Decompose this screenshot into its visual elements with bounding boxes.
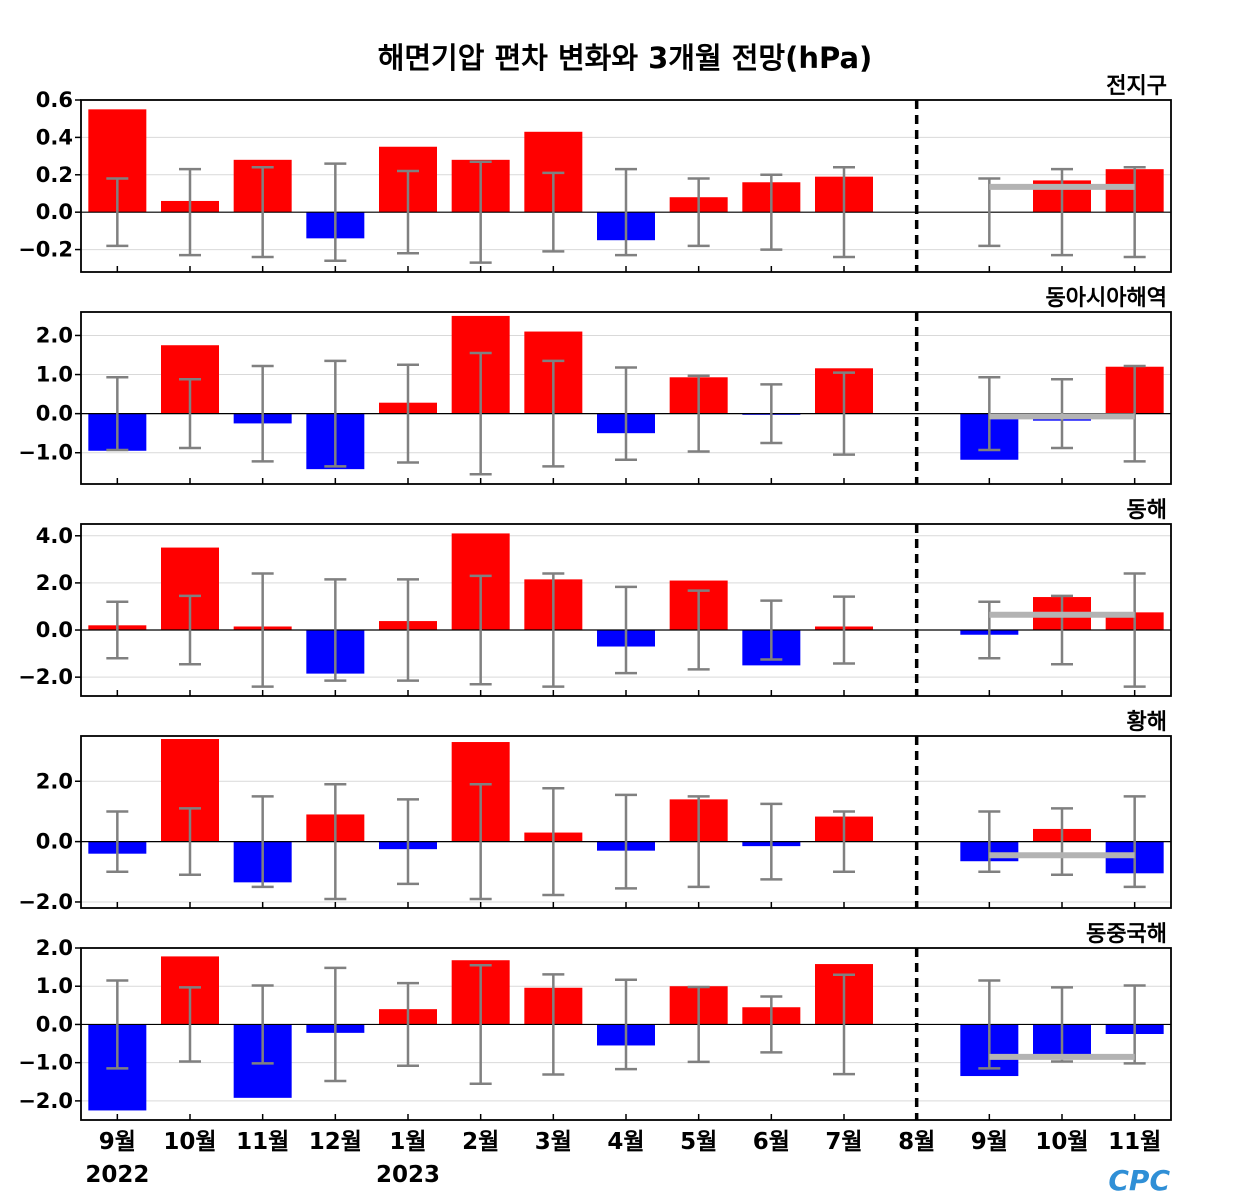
y-tick-label: −1.0 <box>18 1051 73 1075</box>
x-tick-label: 3월 <box>535 1129 572 1155</box>
y-tick-label: 0.6 <box>36 88 73 112</box>
panel-4: 황해 −2.0 0.0 2.0 <box>18 710 1172 914</box>
x-tick-label: 1월 <box>389 1129 426 1155</box>
y-tick-label: 1.0 <box>36 974 73 998</box>
y-tick-label: 0.0 <box>36 402 73 426</box>
x-tick-label: 10월 <box>163 1129 216 1155</box>
panel-frame <box>80 947 1172 1121</box>
y-tick-label: 2.0 <box>36 936 73 960</box>
panel-frame <box>80 99 1172 273</box>
y-tick-label: 2.0 <box>36 769 73 793</box>
panel-title: 동중국해 <box>1086 922 1167 947</box>
x-tick-label: 9월 <box>971 1129 1008 1155</box>
panel-frame <box>80 311 1172 485</box>
y-tick-label: 0.0 <box>36 830 73 854</box>
y-tick-label: −1.0 <box>18 441 73 465</box>
year-label: 2023 <box>376 1162 440 1188</box>
panel-title: 동아시아해역 <box>1046 286 1167 311</box>
x-tick-label: 10월 <box>1035 1129 1088 1155</box>
y-tick-label: 4.0 <box>36 524 73 548</box>
panel-5: 동중국해 −2.0 −1.0 0.0 1.0 2.0 <box>18 922 1172 1121</box>
y-tick-label: −0.2 <box>18 238 73 262</box>
panel-title: 전지구 <box>1106 74 1167 99</box>
x-tick-label: 2월 <box>462 1129 499 1155</box>
cpc-logo: CPC <box>1108 1164 1170 1197</box>
y-tick-label: 0.0 <box>36 200 73 224</box>
chart-title: 해면기압 편차 변화와 3개월 전망(hPa) <box>378 41 873 75</box>
x-tick-label: 7월 <box>825 1129 862 1155</box>
x-tick-label: 6월 <box>753 1129 790 1155</box>
y-tick-label: 1.0 <box>36 363 73 387</box>
x-tick-label: 9월 <box>99 1129 136 1155</box>
x-tick-label: 8월 <box>898 1129 935 1155</box>
y-tick-label: −2.0 <box>18 1089 73 1113</box>
x-tick-label: 11월 <box>236 1129 289 1155</box>
x-tick-label: 4월 <box>607 1129 644 1155</box>
panels-group: 전지구−0.20.00.20.40.6동아시아해역−1.00.01.02.0동해… <box>18 74 1172 1121</box>
y-tick-label: 0.4 <box>36 125 73 149</box>
panel-title: 황해 <box>1127 710 1167 735</box>
x-tick-label: 11월 <box>1108 1129 1161 1155</box>
y-tick-label: −2.0 <box>18 665 73 689</box>
panel-1: 전지구 −0.2 0.0 0.2 0.4 0.6 <box>18 74 1172 273</box>
panel-title: 동해 <box>1127 498 1167 523</box>
y-tick-label: 0.0 <box>36 618 73 642</box>
panel-2: 동아시아해역 −1.0 0.0 1.0 2.0 <box>18 286 1172 485</box>
panel-frame <box>80 735 1172 909</box>
y-tick-label: 0.0 <box>36 1012 73 1036</box>
x-tick-label: 12월 <box>309 1129 362 1155</box>
year-label: 2022 <box>85 1162 149 1188</box>
panel-frame <box>80 523 1172 697</box>
y-tick-label: −2.0 <box>18 890 73 914</box>
y-tick-label: 2.0 <box>36 323 73 347</box>
x-tick-label: 5월 <box>680 1129 717 1155</box>
y-tick-label: 2.0 <box>36 571 73 595</box>
x-axis: 9월 10월 11월 12월 1월 2월 3월 4월 5월 6월 7월 8월 9월 10월 11월 2022 2… <box>85 1129 1161 1188</box>
panel-3: 동해 −2.0 0.0 2.0 4.0 <box>18 498 1172 697</box>
y-tick-label: 0.2 <box>36 163 73 187</box>
